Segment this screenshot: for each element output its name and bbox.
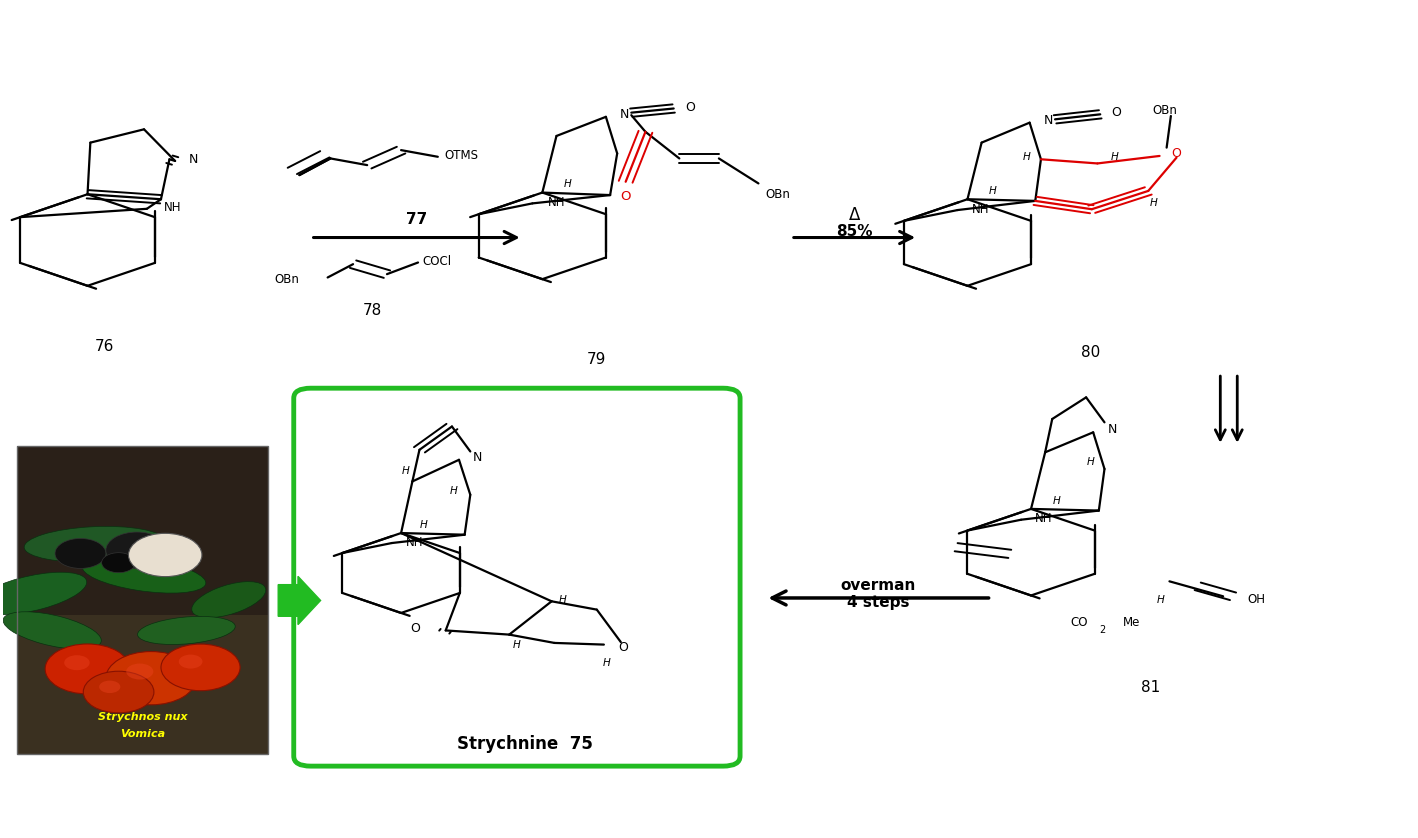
Circle shape: [84, 671, 155, 713]
Text: 85%: 85%: [837, 225, 872, 239]
Text: 4 steps: 4 steps: [847, 595, 910, 609]
Text: NH: NH: [406, 535, 424, 549]
Text: O: O: [621, 190, 631, 204]
Ellipse shape: [82, 557, 206, 593]
Text: N: N: [474, 451, 482, 463]
Text: Strychnine  75: Strychnine 75: [458, 735, 593, 753]
Circle shape: [106, 651, 196, 705]
Circle shape: [45, 644, 130, 694]
Text: Strychnos nux: Strychnos nux: [98, 711, 187, 722]
Text: H: H: [603, 658, 611, 668]
Text: N: N: [189, 153, 199, 166]
Bar: [17, 446, 268, 753]
Circle shape: [64, 655, 89, 670]
Text: 81: 81: [1141, 680, 1161, 696]
Text: 79: 79: [586, 352, 605, 366]
Text: H: H: [420, 520, 428, 530]
Circle shape: [55, 539, 106, 568]
Text: O: O: [618, 641, 628, 654]
Bar: [17, 446, 268, 615]
Text: COCl: COCl: [423, 255, 451, 268]
Circle shape: [179, 654, 203, 669]
Text: O: O: [410, 623, 420, 635]
Text: H: H: [1022, 152, 1031, 162]
Text: 77: 77: [406, 212, 427, 227]
Circle shape: [129, 533, 201, 577]
Circle shape: [126, 664, 153, 680]
Ellipse shape: [191, 582, 265, 618]
Text: H: H: [559, 595, 567, 605]
Text: NH: NH: [971, 203, 990, 215]
Ellipse shape: [0, 572, 86, 615]
Circle shape: [162, 644, 240, 691]
Text: H: H: [1052, 495, 1061, 505]
Text: OBn: OBn: [1153, 104, 1177, 116]
Circle shape: [102, 553, 136, 572]
Text: O: O: [1112, 106, 1122, 119]
Text: N: N: [1107, 423, 1117, 437]
Text: NH: NH: [547, 196, 566, 209]
Text: Me: Me: [1123, 617, 1140, 629]
Circle shape: [99, 680, 121, 693]
Text: OH: OH: [1248, 593, 1265, 606]
Text: 80: 80: [1081, 345, 1100, 360]
Text: H: H: [1110, 152, 1119, 162]
Text: H: H: [1150, 198, 1157, 208]
Ellipse shape: [138, 617, 235, 644]
Bar: [17, 446, 268, 753]
Text: H: H: [988, 186, 997, 196]
Text: CO: CO: [1071, 617, 1088, 629]
Text: NH: NH: [164, 200, 182, 214]
Text: 2: 2: [1099, 624, 1105, 634]
Text: Δ: Δ: [849, 206, 861, 224]
Text: OTMS: OTMS: [445, 149, 479, 163]
Text: H: H: [564, 179, 571, 189]
Text: H: H: [1086, 458, 1095, 468]
Text: N: N: [620, 108, 630, 121]
Ellipse shape: [24, 526, 164, 562]
Circle shape: [106, 532, 169, 569]
Text: overman: overman: [841, 578, 916, 593]
Text: H: H: [1157, 596, 1164, 606]
FancyArrow shape: [278, 577, 320, 624]
Text: H: H: [512, 639, 520, 649]
Ellipse shape: [3, 612, 101, 649]
Text: OBn: OBn: [274, 272, 299, 286]
Text: H: H: [450, 485, 457, 495]
Text: OBn: OBn: [766, 188, 790, 200]
Text: NH: NH: [1035, 512, 1052, 525]
Text: 78: 78: [363, 303, 383, 318]
Text: 76: 76: [95, 339, 115, 354]
Text: N: N: [1044, 114, 1054, 127]
Text: H: H: [401, 467, 410, 477]
Text: Vomica: Vomica: [121, 728, 164, 738]
Text: O: O: [685, 101, 695, 114]
Text: O: O: [1171, 147, 1181, 160]
